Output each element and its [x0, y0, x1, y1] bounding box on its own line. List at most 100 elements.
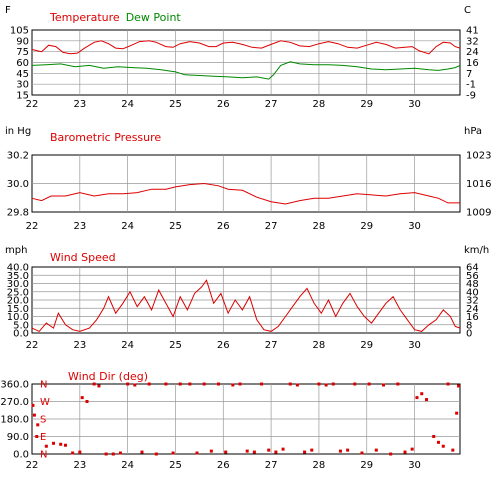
data-point [63, 443, 67, 447]
x-tick-label: 22 [26, 221, 39, 232]
data-point [360, 451, 364, 455]
x-tick-label: 26 [217, 340, 230, 351]
data-point [432, 435, 436, 438]
y2-tick-label: 24 [466, 47, 479, 58]
x-tick-label: 26 [217, 460, 230, 471]
y2-tick-label: 1009 [466, 208, 491, 219]
data-point [396, 382, 400, 386]
data-point [31, 403, 35, 407]
data-point [32, 413, 36, 417]
x-tick-label: 23 [73, 460, 86, 471]
data-point [118, 451, 122, 455]
title-part: Temperature [49, 11, 120, 24]
y-tick-label: 30.0 [7, 279, 29, 290]
left-unit-label: in Hg [5, 126, 31, 137]
y-tick-label: 20.0 [7, 296, 29, 307]
y-tick-label: 360.0 [0, 380, 29, 391]
y2-tick-label: 48 [466, 279, 479, 290]
chart-panel-1: 105 41 90 32 75 24 60 16 45 7 30 -1 15 -9 22 23 24 25 26 27… [5, 5, 479, 110]
y-tick-label: 90.0 [7, 432, 29, 443]
x-tick-label: 29 [360, 221, 373, 232]
data-point [303, 450, 307, 454]
data-point [281, 447, 285, 451]
data-point [164, 382, 168, 386]
data-point [317, 382, 321, 386]
data-point [451, 448, 455, 452]
data-point [85, 400, 89, 403]
data-point [245, 449, 249, 453]
data-point [195, 451, 199, 455]
data-point [324, 383, 328, 387]
data-point [410, 447, 414, 451]
data-point [71, 451, 75, 455]
x-tick-label: 28 [313, 99, 326, 110]
y2-tick-label: 56 [466, 271, 479, 282]
chart-title: Wind Dir (deg) [68, 370, 148, 383]
data-point [52, 441, 56, 445]
y-tick-label: 45 [16, 69, 29, 80]
y-tick-label: 90 [16, 36, 29, 47]
y-tick-label: 15.0 [7, 304, 29, 315]
compass-label: W [40, 397, 50, 408]
compass-label: N [40, 380, 47, 391]
data-point [238, 382, 242, 386]
series-line [31, 40, 461, 55]
data-point [97, 384, 101, 388]
data-point [92, 382, 96, 386]
data-point [446, 382, 450, 386]
data-point [331, 382, 335, 386]
data-point [457, 384, 461, 388]
x-tick-label: 24 [121, 460, 134, 471]
x-tick-label: 29 [360, 460, 373, 471]
data-point [231, 383, 235, 387]
data-point [389, 452, 393, 456]
data-point [295, 383, 299, 387]
y2-tick-label: 32 [466, 36, 479, 47]
x-tick-label: 29 [360, 340, 373, 351]
y2-tick-label: 24 [466, 304, 479, 315]
left-unit-label: mph [5, 245, 27, 256]
data-point [147, 382, 151, 386]
y2-tick-label: 0 [466, 329, 472, 340]
y-tick-label: 30 [16, 80, 29, 91]
x-tick-label: 25 [169, 460, 182, 471]
y-tick-label: 75 [16, 47, 29, 58]
x-tick-label: 27 [265, 221, 278, 232]
y-tick-label: 105 [10, 26, 29, 37]
data-point [367, 382, 371, 386]
data-point [78, 450, 82, 454]
x-tick-label: 22 [26, 340, 39, 351]
y2-tick-label: 41 [466, 26, 479, 37]
y2-tick-label: 7 [466, 69, 472, 80]
y-tick-label: 5.0 [13, 320, 29, 331]
y-tick-label: 10.0 [7, 312, 29, 323]
data-point [133, 383, 137, 387]
data-point [59, 442, 63, 446]
x-tick-label: 27 [265, 99, 278, 110]
data-point [217, 382, 221, 386]
x-tick-label: 25 [169, 221, 182, 232]
data-point [178, 382, 182, 386]
data-point [455, 411, 459, 415]
y-tick-label: 30.2 [7, 151, 29, 162]
y-tick-label: 60 [16, 58, 29, 69]
data-point [154, 452, 158, 456]
data-point [104, 452, 108, 456]
y2-tick-label: 1016 [466, 179, 491, 190]
data-point [274, 450, 278, 454]
data-point [35, 435, 39, 438]
x-tick-label: 30 [408, 340, 421, 351]
x-tick-label: 23 [73, 221, 86, 232]
x-tick-label: 26 [217, 99, 230, 110]
y-tick-label: 25.0 [7, 287, 29, 298]
right-unit-label: hPa [464, 126, 482, 137]
data-point [436, 440, 440, 444]
x-tick-label: 23 [73, 99, 86, 110]
chart-title: Wind Speed [50, 251, 116, 264]
x-tick-label: 27 [265, 460, 278, 471]
data-point [80, 396, 84, 400]
data-point [224, 450, 228, 454]
x-tick-label: 26 [217, 221, 230, 232]
data-point [381, 383, 385, 387]
data-point [441, 444, 445, 448]
